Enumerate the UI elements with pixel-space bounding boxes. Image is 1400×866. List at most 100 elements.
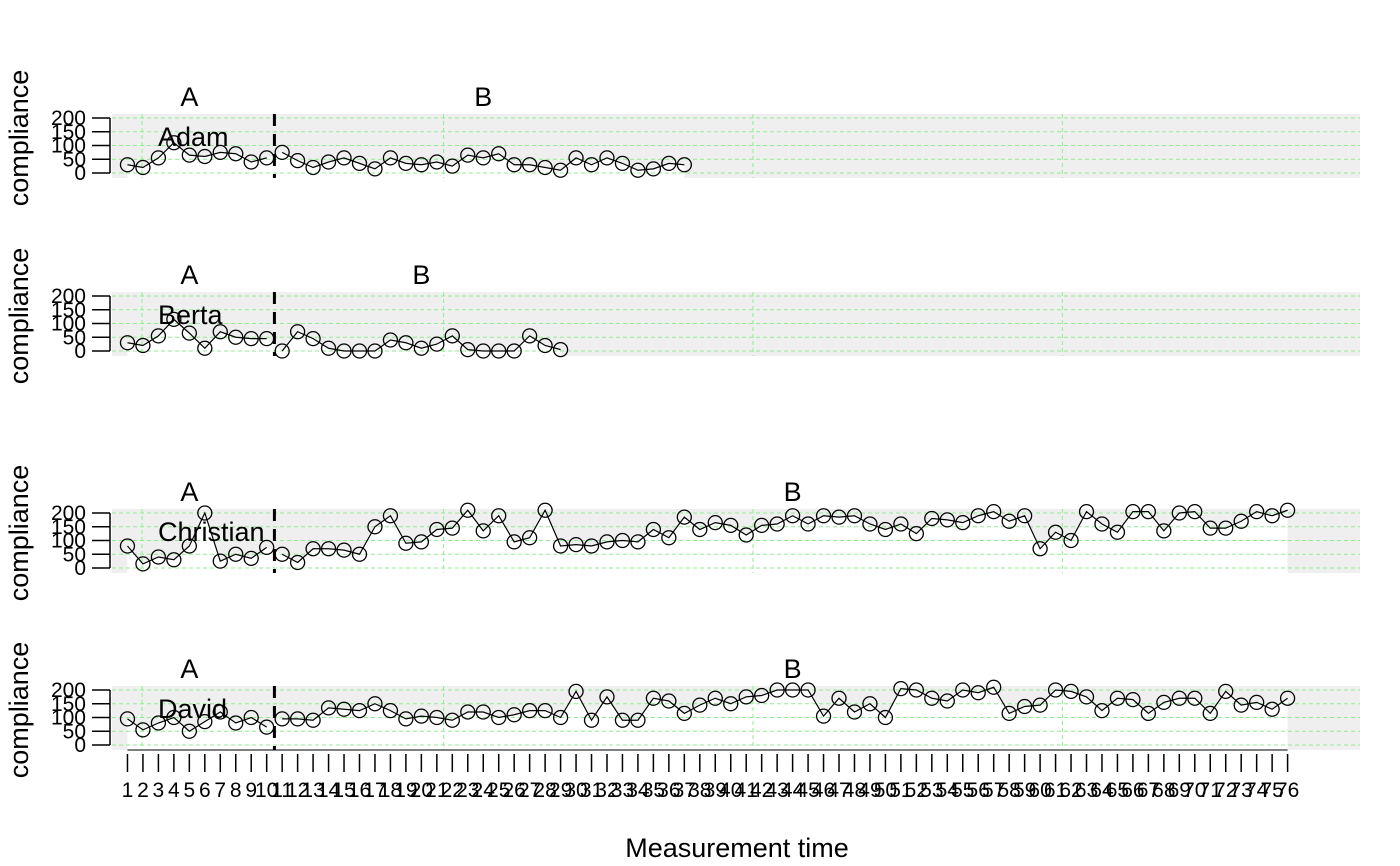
x-tick-label: 7 [214,779,226,802]
data-point [784,682,801,698]
data-point [552,538,569,554]
x-tick-label: 18 [379,779,402,802]
data-point [413,340,430,356]
x-tick-label: 57 [982,779,1005,802]
data-point [413,157,430,173]
data-point [1140,705,1157,722]
data-point [506,343,522,359]
x-tick-label: 33 [611,779,634,802]
x-tick-label: 56 [967,779,990,802]
x-tick-label: 60 [1028,779,1051,802]
data-point [939,693,955,709]
data-point [893,680,909,697]
data-point [305,330,321,347]
data-point [289,324,306,340]
x-tick-label: 76 [1276,779,1299,802]
y-tick-label: 200 [51,502,86,525]
phase-label-b: B [474,82,492,112]
x-tick-label: 13 [301,779,324,802]
data-point [1016,698,1033,715]
data-point [367,343,383,359]
y-tick-label: 100 [51,313,86,336]
x-tick-label: 24 [472,779,496,802]
data-point [1063,683,1079,700]
data-point [537,337,553,354]
x-tick-label: 49 [858,779,881,802]
data-point [166,552,182,568]
series-line-phase-b [281,331,561,352]
data-point [568,536,584,553]
data-point [862,696,878,712]
data-point [166,311,182,328]
phase-label-a: A [180,477,198,507]
data-point [197,148,213,165]
data-point [800,682,816,698]
data-point [614,532,631,549]
data-point [831,690,847,706]
x-tick-label: 1 [122,779,134,802]
x-tick-label: 46 [812,779,835,802]
x-tick-label: 39 [704,779,727,802]
data-point [1249,503,1265,520]
data-point [1001,513,1017,529]
data-point [228,546,244,562]
data-point [1078,503,1095,520]
data-point [521,157,538,173]
data-point [877,709,894,726]
x-tick-label: 68 [1152,779,1175,802]
x-tick-label: 59 [1013,779,1036,802]
data-point [645,690,662,706]
data-point [939,512,955,528]
data-point [521,328,538,344]
data-point [738,527,754,543]
data-point [1156,523,1172,539]
data-point [166,135,182,151]
data-point [351,546,368,562]
data-point [738,689,754,705]
x-tick-label: 64 [1090,779,1114,802]
data-point [197,505,213,521]
y-tick-label: 150 [51,299,86,322]
data-point [228,329,244,345]
data-point [367,161,383,177]
y-tick-label: 0 [74,340,86,363]
data-point [382,332,399,348]
data-point [1218,683,1234,700]
data-point [289,152,306,169]
phase-label-a: A [180,82,198,112]
data-point [924,510,940,527]
data-point [970,508,986,524]
data-point [1047,524,1064,540]
series-line-phase-b [281,508,1288,564]
data-point [908,525,925,542]
data-point [119,538,136,554]
data-point [754,687,770,704]
data-point [599,150,615,166]
series-line-phase-a [127,141,267,169]
data-point [1032,697,1048,713]
x-tick-label: 27 [518,779,541,802]
data-point [243,709,259,726]
data-area-fill [127,510,1288,573]
y-tick-label: 200 [51,107,86,130]
data-point [212,553,228,569]
x-tick-label: 51 [889,779,912,802]
data-point [614,155,631,172]
x-tick-label: 22 [441,779,464,802]
data-point [754,517,770,534]
x-tick-label: 66 [1121,779,1144,802]
data-point [259,719,275,735]
data-point [645,161,662,177]
data-point [707,690,723,706]
data-point [320,340,337,356]
x-tick-label: 9 [245,779,257,802]
y-tick-label: 50 [63,148,86,171]
data-point [862,516,878,532]
x-tick-label: 52 [905,779,928,802]
x-tick-label: 4 [168,779,180,802]
data-point [630,712,646,728]
phase-label-a: A [180,654,198,684]
